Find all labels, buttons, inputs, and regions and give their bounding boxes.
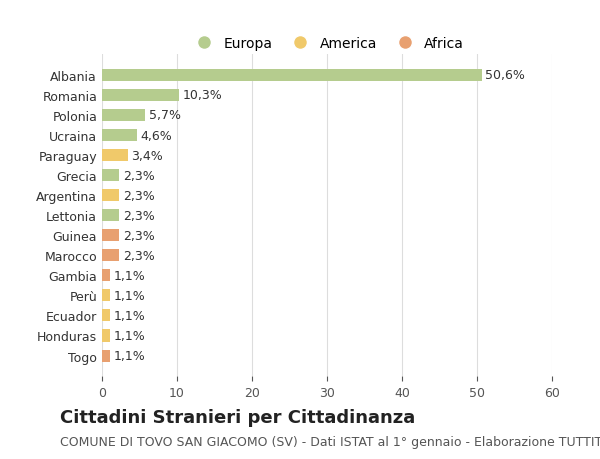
- Bar: [102, 190, 119, 202]
- Text: 2,3%: 2,3%: [123, 189, 155, 202]
- Bar: [102, 350, 110, 362]
- Text: 2,3%: 2,3%: [123, 249, 155, 262]
- Bar: [102, 130, 137, 142]
- Text: 2,3%: 2,3%: [123, 209, 155, 222]
- Bar: [102, 230, 119, 242]
- Text: 2,3%: 2,3%: [123, 169, 155, 182]
- Text: 1,1%: 1,1%: [114, 269, 146, 282]
- Text: Cittadini Stranieri per Cittadinanza: Cittadini Stranieri per Cittadinanza: [60, 409, 415, 426]
- Legend: Europa, America, Africa: Europa, America, Africa: [183, 30, 471, 58]
- Bar: [102, 150, 128, 162]
- Bar: [102, 210, 119, 222]
- Text: 3,4%: 3,4%: [131, 149, 163, 162]
- Text: 5,7%: 5,7%: [149, 109, 181, 122]
- Text: COMUNE DI TOVO SAN GIACOMO (SV) - Dati ISTAT al 1° gennaio - Elaborazione TUTTIT: COMUNE DI TOVO SAN GIACOMO (SV) - Dati I…: [60, 435, 600, 448]
- Text: 10,3%: 10,3%: [183, 89, 223, 102]
- Text: 1,1%: 1,1%: [114, 289, 146, 302]
- Text: 2,3%: 2,3%: [123, 229, 155, 242]
- Text: 1,1%: 1,1%: [114, 309, 146, 322]
- Text: 50,6%: 50,6%: [485, 69, 525, 82]
- Bar: [102, 90, 179, 102]
- Text: 4,6%: 4,6%: [140, 129, 172, 142]
- Bar: [102, 110, 145, 122]
- Bar: [102, 290, 110, 302]
- Text: 1,1%: 1,1%: [114, 329, 146, 342]
- Bar: [102, 170, 119, 182]
- Text: 1,1%: 1,1%: [114, 349, 146, 362]
- Bar: [102, 250, 119, 262]
- Bar: [102, 310, 110, 322]
- Bar: [102, 270, 110, 282]
- Bar: [102, 330, 110, 342]
- Bar: [102, 70, 482, 82]
